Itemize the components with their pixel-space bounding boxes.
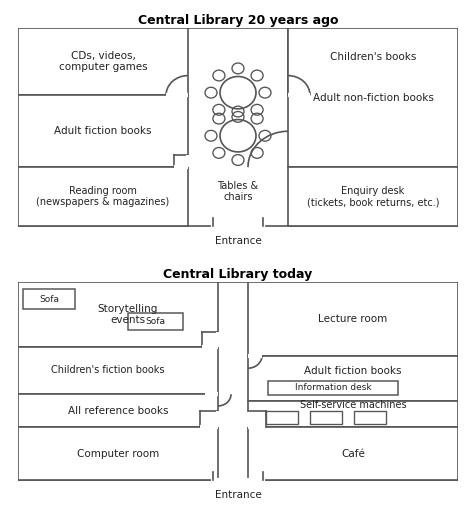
Bar (18, 347, 218, 394)
Text: CDs, videos,
computer games: CDs, videos, computer games (59, 51, 147, 73)
Bar (18, 394, 218, 428)
Bar (248, 428, 458, 480)
Bar (18, 282, 218, 347)
Text: Entrance: Entrance (215, 490, 261, 500)
Bar (18, 95, 188, 167)
Text: Enquiry desk
(tickets, book returns, etc.): Enquiry desk (tickets, book returns, etc… (307, 185, 439, 207)
Text: Adult non-fiction books: Adult non-fiction books (312, 93, 433, 102)
Bar (18, 167, 188, 226)
Bar (268, 381, 398, 395)
Title: Central Library today: Central Library today (164, 268, 313, 281)
Text: Computer room: Computer room (77, 449, 159, 459)
Bar (248, 356, 458, 400)
Text: Lecture room: Lecture room (319, 314, 388, 324)
Bar (23, 289, 75, 309)
Text: Storytelling
events: Storytelling events (98, 304, 158, 325)
Text: Adult fiction books: Adult fiction books (54, 126, 152, 136)
Bar (18, 28, 188, 95)
Bar (248, 282, 458, 356)
Bar (288, 167, 458, 226)
Bar (354, 411, 386, 424)
Text: Reading room
(newspapers & magazines): Reading room (newspapers & magazines) (36, 185, 170, 207)
Text: Sofa: Sofa (146, 317, 165, 326)
Text: Self-service machines: Self-service machines (300, 400, 406, 410)
Bar (310, 411, 342, 424)
Text: Café: Café (341, 449, 365, 459)
Bar (18, 28, 458, 226)
Bar (18, 282, 458, 480)
Text: Information desk: Information desk (295, 383, 371, 393)
Text: Tables &
chairs: Tables & chairs (218, 181, 258, 202)
Text: Sofa: Sofa (39, 294, 59, 304)
Text: Children's books: Children's books (330, 52, 416, 62)
Title: Central Library 20 years ago: Central Library 20 years ago (138, 14, 338, 27)
Text: All reference books: All reference books (68, 406, 168, 416)
Bar (128, 312, 183, 330)
Bar (288, 28, 458, 167)
Text: Adult fiction books: Adult fiction books (304, 366, 402, 376)
Bar (266, 411, 298, 424)
Text: Entrance: Entrance (215, 237, 261, 246)
Bar (288, 28, 458, 95)
Text: Children's fiction books: Children's fiction books (51, 366, 165, 375)
Bar (248, 400, 458, 428)
Bar (18, 428, 218, 480)
